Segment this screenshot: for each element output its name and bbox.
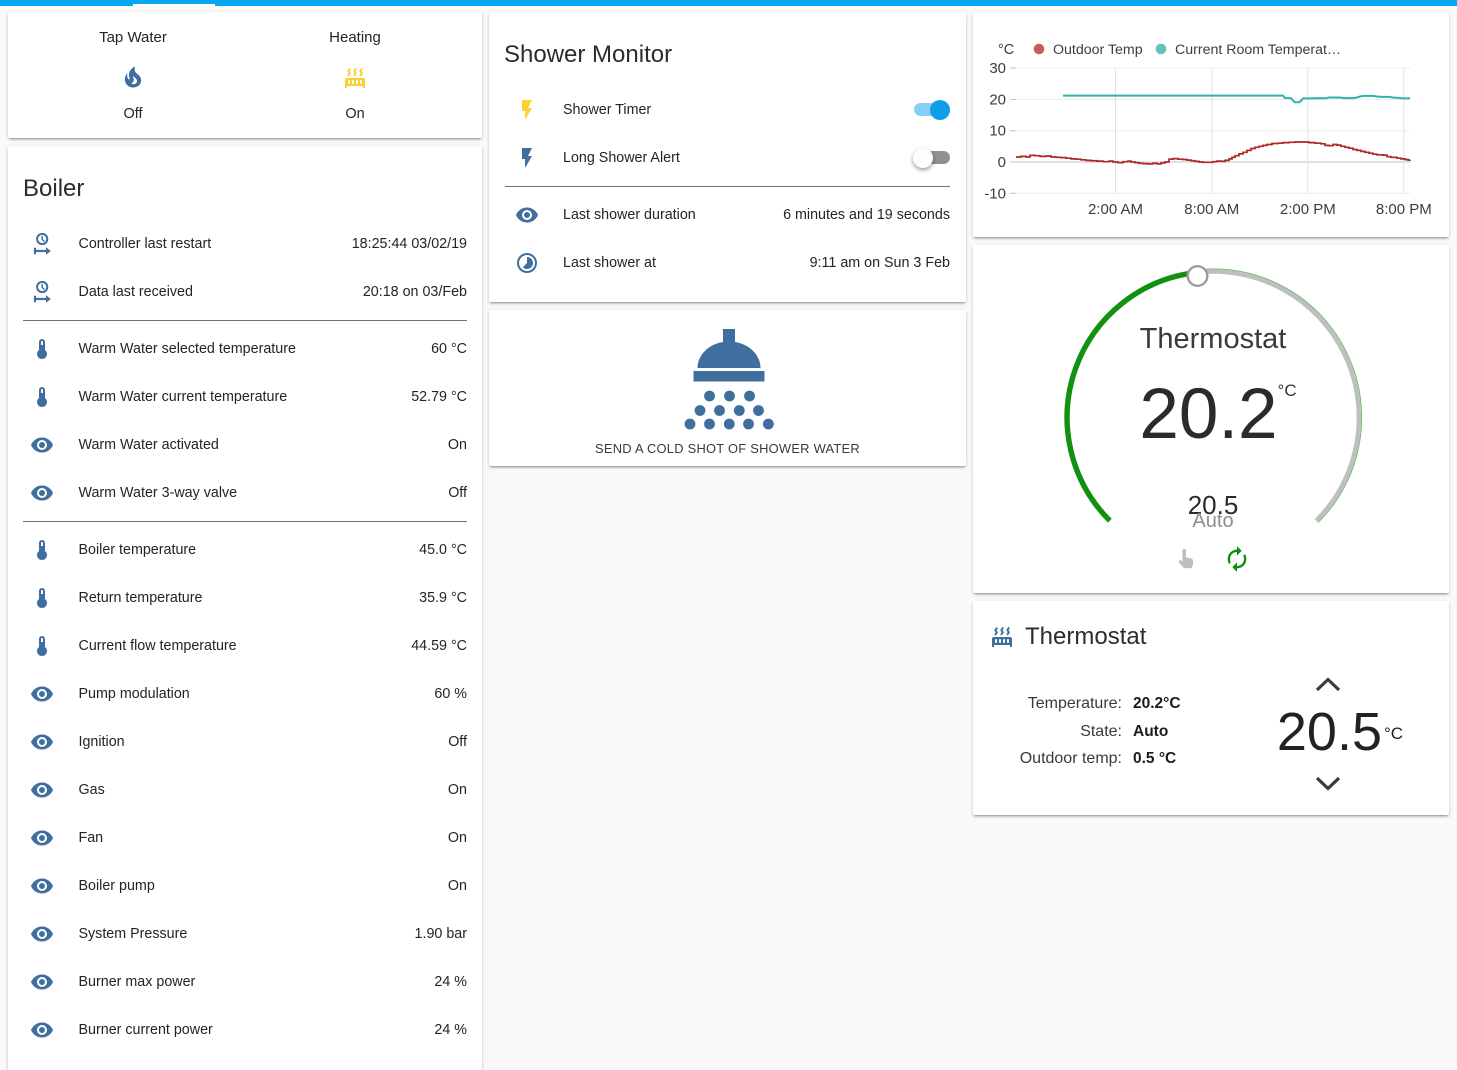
svg-text:10: 10: [989, 123, 1006, 140]
svg-text:30: 30: [989, 60, 1006, 77]
svg-text:-10: -10: [984, 185, 1006, 202]
svg-text:2:00 AM: 2:00 AM: [1088, 201, 1143, 218]
svg-text:8:00 AM: 8:00 AM: [1184, 201, 1239, 218]
svg-text:Outdoor Temp: Outdoor Temp: [1053, 42, 1143, 58]
svg-text:°C: °C: [998, 42, 1014, 58]
svg-text:0: 0: [998, 154, 1006, 171]
svg-text:20: 20: [989, 91, 1006, 108]
svg-text:Current Room Temperat…: Current Room Temperat…: [1175, 42, 1341, 58]
svg-text:2:00 PM: 2:00 PM: [1280, 201, 1336, 218]
svg-text:8:00 PM: 8:00 PM: [1376, 201, 1432, 218]
